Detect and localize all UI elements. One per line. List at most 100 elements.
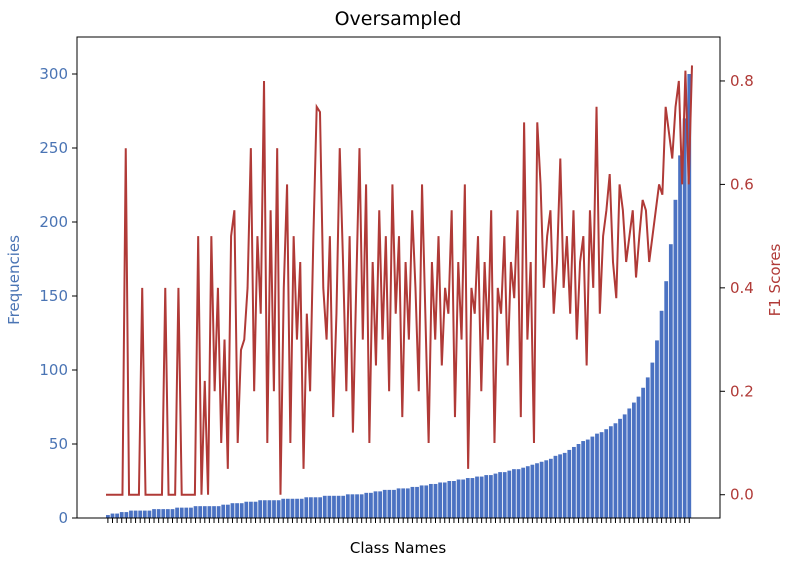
frequency-bar (304, 497, 309, 518)
frequency-bar (170, 509, 175, 518)
frequency-bar (548, 458, 553, 518)
frequency-bar (655, 340, 659, 518)
left-y-tick-label: 250 (39, 139, 68, 157)
frequency-bar (138, 510, 143, 518)
frequency-bar (461, 479, 466, 518)
right-y-axis-ticks: 0.0 0.2 0.4 0.6 0.8 (720, 72, 754, 504)
frequency-bar (604, 429, 609, 518)
frequency-bar (364, 492, 369, 518)
frequency-bar (682, 118, 687, 519)
left-y-tick-label: 300 (39, 65, 68, 83)
frequency-bar (452, 481, 456, 518)
frequency-bar (484, 475, 489, 518)
frequency-bar (350, 494, 355, 518)
frequency-bar (521, 467, 526, 518)
frequency-bar (558, 454, 562, 518)
frequency-bar (318, 497, 323, 518)
frequency-bar (221, 504, 226, 518)
frequency-bar (498, 472, 502, 518)
frequency-bar (332, 495, 336, 518)
frequency-bar (668, 244, 673, 518)
frequency-bar (115, 513, 120, 518)
right-y-tick-label: 0.8 (730, 72, 754, 90)
frequency-bar (129, 510, 133, 518)
frequency-bar (475, 476, 479, 518)
frequency-bar (502, 472, 507, 518)
frequency-bar (576, 444, 581, 518)
frequency-bar (147, 510, 152, 518)
frequency-bar (401, 488, 406, 518)
frequency-bar (512, 469, 516, 518)
frequency-bar (230, 503, 235, 518)
frequency-bar (424, 485, 429, 518)
frequency-bar (525, 466, 530, 518)
frequency-bar (659, 310, 664, 518)
frequency-bar (572, 446, 576, 518)
frequency-bar (618, 418, 622, 518)
frequency-bar (465, 478, 470, 518)
frequency-bar (428, 483, 433, 518)
frequency-bar (678, 155, 682, 518)
frequency-bar (276, 500, 281, 518)
frequency-bar (313, 497, 318, 518)
frequency-bar (567, 449, 572, 518)
frequency-bar (442, 482, 447, 518)
frequency-bar (562, 452, 567, 518)
frequency-bar (387, 489, 392, 518)
frequency-bar (124, 512, 129, 518)
x-axis-label: Class Names (350, 539, 446, 557)
frequency-bar (516, 469, 521, 518)
left-axis-label: Frequencies (5, 235, 23, 325)
frequency-bar (470, 478, 475, 518)
right-y-tick-label: 0.2 (730, 382, 754, 400)
frequency-bar (622, 414, 627, 518)
frequency-bar (544, 460, 549, 518)
frequency-bar (595, 433, 599, 518)
frequency-bar (530, 464, 535, 518)
frequency-bar (645, 377, 650, 518)
frequency-bar (627, 408, 632, 518)
frequency-bar (553, 455, 558, 518)
frequency-bar (133, 510, 138, 518)
frequency-bar (636, 396, 641, 518)
plot-frame (76, 36, 721, 519)
x-axis-ticks (107, 518, 690, 523)
frequency-bar (447, 481, 452, 518)
frequency-bar (285, 498, 290, 518)
frequency-bar (225, 504, 230, 518)
chart-title: Oversampled (335, 8, 462, 30)
frequency-bar (161, 509, 166, 518)
frequency-bar (673, 199, 678, 519)
frequency-bar (493, 473, 498, 518)
frequency-bar (396, 488, 401, 518)
frequency-bar (267, 500, 272, 518)
frequency-bar (175, 507, 179, 518)
frequency-bar (189, 507, 193, 518)
frequency-bar (142, 510, 147, 518)
frequency-bar (664, 281, 669, 518)
left-y-axis-ticks: 0 50 100 150 200 250 300 (39, 65, 77, 527)
frequency-bar (438, 482, 442, 518)
frequency-bar (345, 494, 350, 518)
frequency-bar (235, 503, 239, 518)
frequency-bar (433, 483, 438, 518)
frequency-bar (258, 500, 263, 518)
frequency-bar (202, 506, 207, 518)
left-y-tick-label: 150 (39, 287, 68, 305)
frequency-bar (581, 441, 586, 518)
frequency-bar (119, 512, 124, 518)
frequency-bar (641, 387, 646, 518)
frequency-bar (378, 491, 383, 518)
frequency-bar (295, 498, 299, 518)
right-y-tick-label: 0.0 (730, 486, 754, 504)
frequency-bar (207, 506, 212, 518)
frequency-bar (249, 501, 253, 518)
left-y-tick-label: 50 (49, 435, 68, 453)
left-y-tick-label: 200 (39, 213, 68, 231)
frequency-bar (632, 402, 636, 518)
frequency-bar (369, 492, 373, 518)
frequency-bar (184, 507, 189, 518)
frequency-bar (290, 498, 295, 518)
frequency-bars (106, 74, 692, 519)
frequency-bar (152, 509, 156, 518)
